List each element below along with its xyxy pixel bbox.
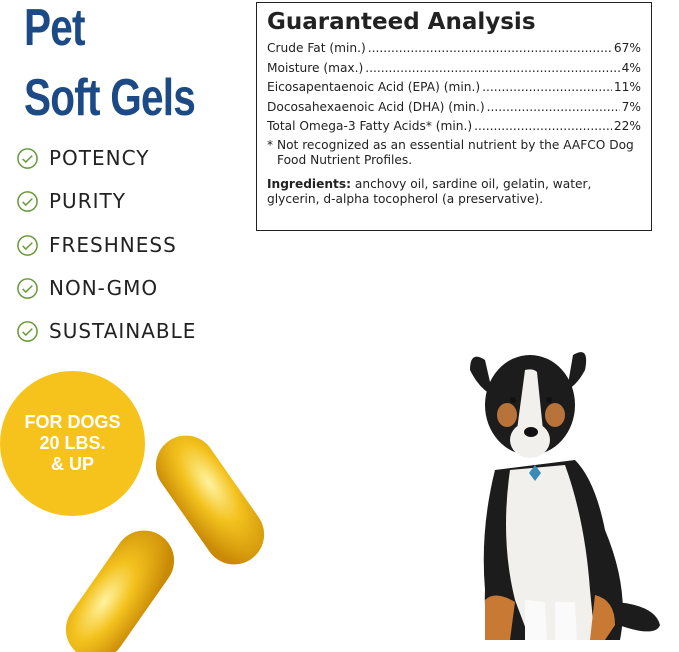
nutrient-name: Crude Fat (min.) <box>267 41 366 55</box>
feature-label: POTENCY <box>49 146 150 170</box>
feature-label: NON-GMO <box>49 276 159 300</box>
leader-dots <box>487 98 620 118</box>
title-line-1: Pet <box>24 0 86 57</box>
nutrient-name: Docosahexaenoic Acid (DHA) (min.) <box>267 99 485 114</box>
title-line-2: Soft Gels <box>24 69 196 127</box>
feature-item: FRESHNESS <box>16 232 177 258</box>
analysis-row: Total Omega-3 Fatty Acids* (min.) 22% <box>267 117 641 137</box>
ingredients-text: anchovy oil, sardine oil, gelatin, water… <box>267 176 592 206</box>
feature-item: SUSTAINABLE <box>16 318 196 344</box>
feature-label: SUSTAINABLE <box>49 319 197 343</box>
softgel-capsule <box>155 435 265 565</box>
badge-line-3: & UP <box>50 454 94 474</box>
feature-label: PURITY <box>49 189 126 213</box>
nutrient-name: Eicosapentaenoic Acid (EPA) (min.) <box>267 80 481 94</box>
footnote: * Not recognized as an essential nutrien… <box>267 137 634 167</box>
analysis-row: Eicosapentaenoic Acid (EPA) (min.) 11% <box>267 78 641 98</box>
leader-dots <box>365 59 619 79</box>
check-circle-icon <box>17 147 38 169</box>
size-badge: FOR DOGS 20 LBS. & UP <box>0 371 145 516</box>
badge-line-2: 20 LBS. <box>39 433 106 453</box>
analysis-row: Docosahexaenoic Acid (DHA) (min.) 7% <box>267 98 641 118</box>
analysis-heading: Guaranteed Analysis <box>267 9 536 35</box>
leader-dots <box>368 39 612 59</box>
softgels-image <box>65 435 265 652</box>
analysis-row: Moisture (max.) 4% <box>267 59 641 79</box>
nutrient-value: 7% <box>621 99 641 114</box>
check-circle-icon <box>17 277 38 299</box>
feature-label: FRESHNESS <box>49 233 177 257</box>
ingredients: Ingredients: anchovy oil, sardine oil, g… <box>267 177 641 207</box>
analysis-row: Crude Fat (min.) 67% <box>267 39 641 59</box>
guaranteed-analysis-panel: Guaranteed Analysis Crude Fat (min.) 67% M… <box>256 2 652 231</box>
check-circle-icon <box>17 190 38 212</box>
nutrient-value: 11% <box>613 80 641 94</box>
check-circle-icon <box>17 320 38 342</box>
badge-line-1: FOR DOGS <box>24 412 121 432</box>
check-circle-icon <box>17 234 38 256</box>
leader-dots <box>474 117 612 137</box>
leader-dots <box>482 78 612 98</box>
softgel-capsule <box>65 530 175 652</box>
nutrient-value: 22% <box>613 119 641 133</box>
nutrient-name: Total Omega-3 Fatty Acids* (min.) <box>267 119 473 133</box>
dog-image <box>470 352 660 640</box>
feature-item: PURITY <box>16 188 126 214</box>
nutrient-value: 67% <box>613 41 641 55</box>
feature-item: NON-GMO <box>16 275 158 301</box>
feature-item: POTENCY <box>16 145 149 171</box>
nutrient-name: Moisture (max.) <box>267 60 364 75</box>
ingredients-label: Ingredients: <box>267 176 352 191</box>
nutrient-value: 4% <box>621 60 641 75</box>
